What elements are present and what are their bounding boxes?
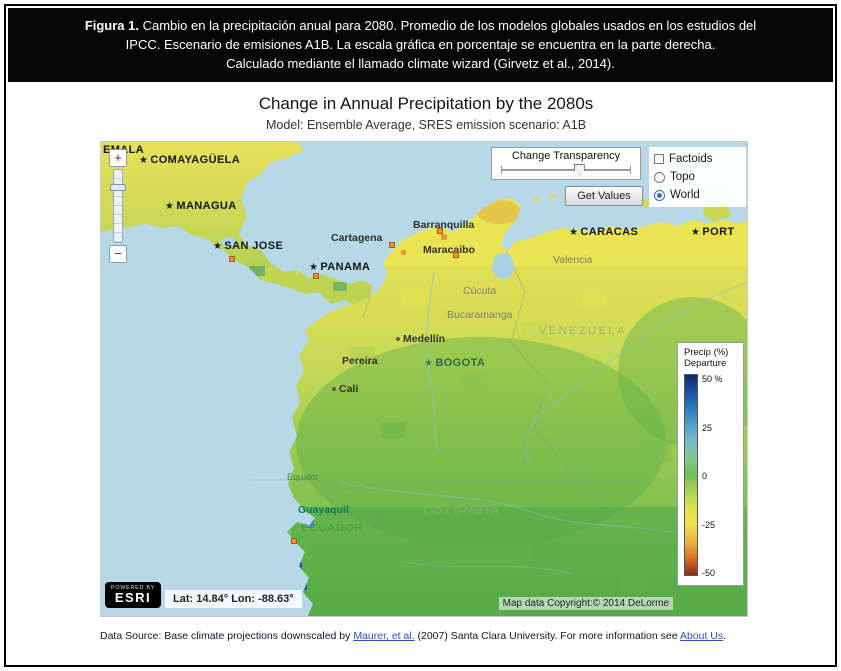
- ramp-tick: 0: [702, 471, 708, 481]
- topo-radio[interactable]: [654, 171, 665, 183]
- factoid-marker[interactable]: [437, 228, 443, 234]
- esri-text: ESRI: [114, 590, 152, 605]
- map-canvas[interactable]: EMALA COMAYAGÜELA MANAGUA SAN JOSE PANAM…: [100, 141, 748, 617]
- map-label-caracas: CARACAS: [569, 226, 638, 238]
- legend-title-line1: Precip (%): [684, 347, 729, 358]
- map-label-cartagena: Cartagena: [331, 232, 383, 244]
- world-radio-selected[interactable]: [654, 189, 665, 201]
- caption-figure-number: Figura 1.: [84, 18, 139, 33]
- map-label-pereira: Pereira: [342, 355, 378, 367]
- map-label-bucaramanga: Bucaramanga: [447, 309, 513, 321]
- capital-star-icon: [165, 200, 176, 212]
- map-basemap-svg: [101, 142, 747, 616]
- map-label-valencia: Valencia: [553, 254, 593, 266]
- layer-option-label: World: [670, 189, 700, 201]
- powered-by-text: POWERED BY: [110, 585, 156, 591]
- map-label-bogota: BOGOTA: [424, 357, 485, 369]
- figure-frame: Figura 1. Cambio en la precipitación anu…: [4, 4, 837, 667]
- legend-title-line2: Departure: [684, 358, 727, 369]
- layer-option-world[interactable]: World: [654, 186, 741, 204]
- map-label-port-of-spain-cut: PORT: [691, 226, 735, 238]
- zoom-slider-handle[interactable]: [110, 184, 126, 191]
- layer-option-label: Topo: [670, 171, 695, 183]
- figure-caption: Figura 1. Cambio en la precipitación anu…: [8, 8, 833, 82]
- map-label-cali: Cali: [332, 383, 358, 395]
- data-source-line: Data Source: Base climate projections do…: [100, 630, 727, 642]
- map-label-equator: Equator: [287, 472, 319, 482]
- layers-panel: Factoids Topo World: [649, 147, 746, 207]
- color-ramp: [684, 374, 698, 576]
- factoid-marker[interactable]: [453, 252, 459, 258]
- map-title: Change in Annual Precipitation by the 20…: [258, 94, 594, 113]
- get-values-button[interactable]: Get Values: [565, 186, 643, 206]
- factoid-marker[interactable]: [313, 273, 319, 279]
- map-label-barranquilla: Barranquilla: [413, 219, 475, 231]
- capital-star-icon: [691, 226, 702, 238]
- about-us-link[interactable]: About Us: [679, 630, 724, 642]
- ramp-tick: -25: [702, 519, 716, 530]
- map-label-san-jose: SAN JOSE: [213, 240, 283, 252]
- capital-star-icon: [424, 357, 435, 369]
- capital-star-icon: [309, 261, 320, 273]
- layer-option-label: Factoids: [669, 153, 713, 165]
- transparency-label: Change Transparency: [511, 150, 621, 162]
- capital-star-icon: [213, 240, 224, 252]
- transparency-slider[interactable]: [501, 164, 631, 177]
- map-label-panama: PANAMA: [309, 261, 370, 273]
- caption-line-2: IPCC. Escenario de emisiones A1B. La esc…: [125, 37, 716, 52]
- map-panel: Change in Annual Precipitation by the 20…: [100, 94, 752, 644]
- map-copyright: Map data Copyright:© 2014 DeLorme: [498, 597, 673, 610]
- factoid-marker[interactable]: [389, 242, 395, 248]
- map-label-managua: MANAGUA: [165, 200, 237, 212]
- ramp-tick: -50: [702, 568, 716, 578]
- zoom-control[interactable]: [107, 148, 129, 264]
- map-label-maracaibo: Maracaibo: [423, 244, 475, 256]
- map-label-colombia: COLOMBIA: [423, 505, 502, 517]
- zoom-in-button[interactable]: [109, 149, 127, 167]
- map-label-cucuta: Cúcuta: [463, 285, 497, 297]
- map-label-venezuela: VENEZUELA: [539, 325, 627, 337]
- layer-option-factoids[interactable]: Factoids: [654, 150, 741, 168]
- map-label-comayaguela: COMAYAGÜELA: [139, 154, 240, 166]
- precip-legend: Precip (%) Departure 50 % 25 0 -25 -50: [677, 342, 744, 586]
- zoom-out-button[interactable]: [109, 245, 127, 263]
- zoom-slider-track[interactable]: [110, 169, 126, 243]
- ramp-tick: 50 %: [702, 374, 723, 384]
- transparency-control: Change Transparency: [491, 147, 641, 180]
- factoid-marker[interactable]: [291, 538, 297, 544]
- factoid-marker[interactable]: [229, 256, 235, 262]
- layer-option-topo[interactable]: Topo: [654, 168, 741, 186]
- caption-line-1: Figura 1. Cambio en la precipitación anu…: [84, 18, 757, 33]
- capital-star-icon: [569, 226, 580, 238]
- map-label-guayaquil: Guayaquil: [298, 504, 349, 516]
- capital-star-icon: [139, 154, 150, 166]
- maurer-link[interactable]: Maurer, et al.: [353, 630, 415, 642]
- factoids-checkbox[interactable]: [654, 154, 664, 164]
- transparency-slider-thumb[interactable]: [573, 164, 585, 175]
- esri-logo: POWERED BY ESRI: [105, 582, 161, 608]
- transparency-slider-track[interactable]: [501, 166, 631, 174]
- map-label-ecuador: ECUADOR: [301, 522, 365, 534]
- color-ramp-ticks: 50 % 25 0 -25 -50: [698, 374, 723, 578]
- caption-line-3: Calculado mediante el llamado climate wi…: [226, 56, 615, 71]
- ramp-tick: 25: [702, 422, 713, 433]
- map-subtitle: Model: Ensemble Average, SRES emission s…: [265, 118, 587, 132]
- map-label-medellin: Medellín: [396, 333, 445, 345]
- latlon-readout: Lat: 14.84° Lon: -88.63°: [165, 590, 302, 608]
